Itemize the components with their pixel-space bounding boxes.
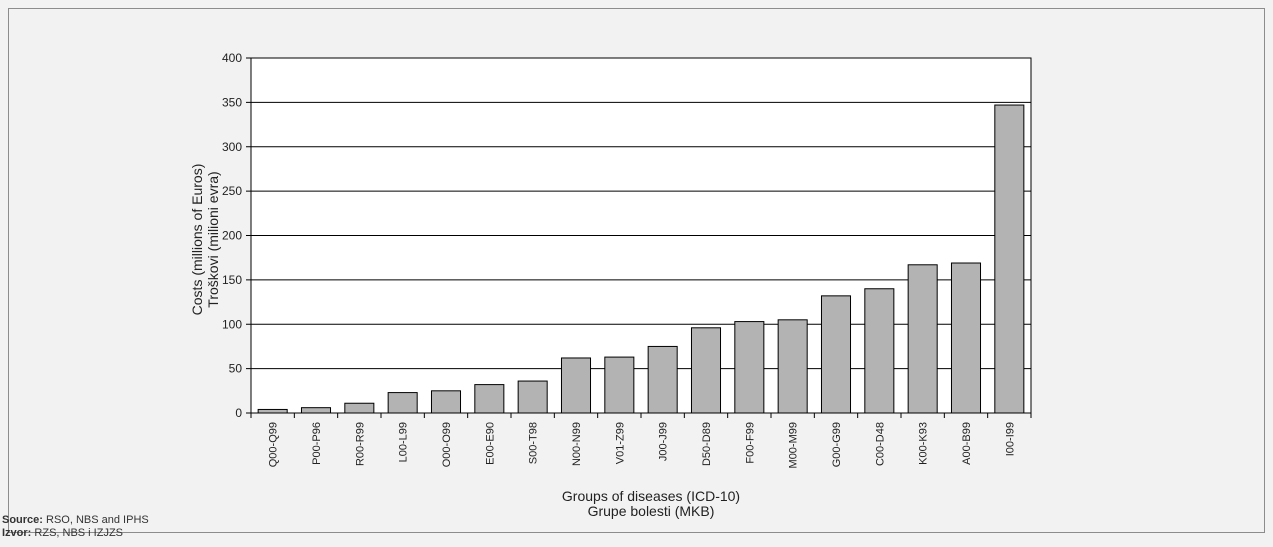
bar [734, 321, 765, 414]
x-tick-label: J00-J99 [658, 422, 670, 461]
x-axis-label-line1: Groups of diseases (ICD-10) [562, 488, 740, 504]
bar [950, 262, 982, 414]
source-line-sr: Izvor: RZS, NBS i IZJZS [2, 527, 149, 540]
bar [820, 295, 852, 414]
x-tick-label: S00-T98 [528, 422, 540, 464]
y-tick-label: 200 [222, 229, 242, 243]
y-tick-label: 300 [222, 140, 242, 154]
bar [647, 345, 678, 414]
bar [517, 380, 548, 414]
y-axis: 0 50 100 150 200 250 300 350 400 [222, 51, 251, 420]
source-text-sr: RZS, NBS i IZJZS [31, 527, 124, 539]
bar [604, 356, 635, 414]
x-tick-label: G00-G99 [831, 422, 843, 467]
source-note: Source: RSO, NBS and IPHS Izvor: RZS, NB… [2, 514, 149, 540]
bar [690, 327, 722, 414]
y-axis-label-line1: Costs (millions of Euros) [189, 164, 205, 316]
x-tick-label: I00-I99 [1004, 422, 1016, 456]
source-label-en: Source: [2, 514, 43, 526]
x-tick-label: E00-E90 [484, 422, 496, 465]
bar [907, 264, 938, 414]
x-tick-label: P00-P96 [311, 422, 323, 465]
x-tick-label: C00-D48 [874, 422, 886, 466]
bars [257, 104, 1025, 414]
x-axis: Q00-Q99 P00-P96 R00-R99 L00-L99 O00-O99 E00-E… [250, 413, 1032, 468]
y-tick-label: 100 [222, 317, 242, 331]
x-tick-label: D50-D89 [701, 422, 713, 466]
x-tick-label: Q00-Q99 [268, 422, 280, 467]
y-tick-label: 350 [222, 95, 242, 109]
x-tick-label: M00-M99 [788, 422, 800, 468]
x-tick-label: R00-R99 [354, 422, 366, 466]
y-axis-label-line2: Troškovi (milioni evra) [205, 171, 221, 307]
x-tick-label: A00-B99 [961, 422, 973, 465]
bar [387, 392, 418, 414]
y-tick-label: 400 [222, 51, 242, 65]
source-text-en: RSO, NBS and IPHS [42, 514, 149, 526]
x-tick-label: O00-O99 [441, 422, 453, 467]
bar [864, 288, 895, 414]
bar [430, 390, 462, 414]
y-tick-label: 250 [222, 184, 242, 198]
bar [344, 402, 375, 414]
x-axis-label-line2: Grupe bolesti (MKB) [588, 503, 715, 519]
y-tick-label: 50 [229, 362, 243, 376]
y-tick-label: 150 [222, 273, 242, 287]
x-tick-label: L00-L99 [398, 422, 410, 462]
bar [474, 384, 505, 414]
y-tick-label: 0 [235, 406, 242, 420]
source-label-sr: Izvor: [2, 527, 32, 539]
x-tick-label: F00-F99 [744, 422, 756, 464]
source-line-en: Source: RSO, NBS and IPHS [2, 514, 149, 527]
bar [300, 407, 332, 414]
x-tick-label: N00-N99 [571, 422, 583, 466]
bar [994, 104, 1025, 414]
bar [777, 319, 808, 414]
x-tick-label: V01-Z99 [614, 422, 626, 464]
x-tick-label: K00-K93 [918, 422, 930, 465]
gridlines [251, 101, 1031, 370]
bar [560, 357, 592, 414]
bar [257, 408, 288, 414]
